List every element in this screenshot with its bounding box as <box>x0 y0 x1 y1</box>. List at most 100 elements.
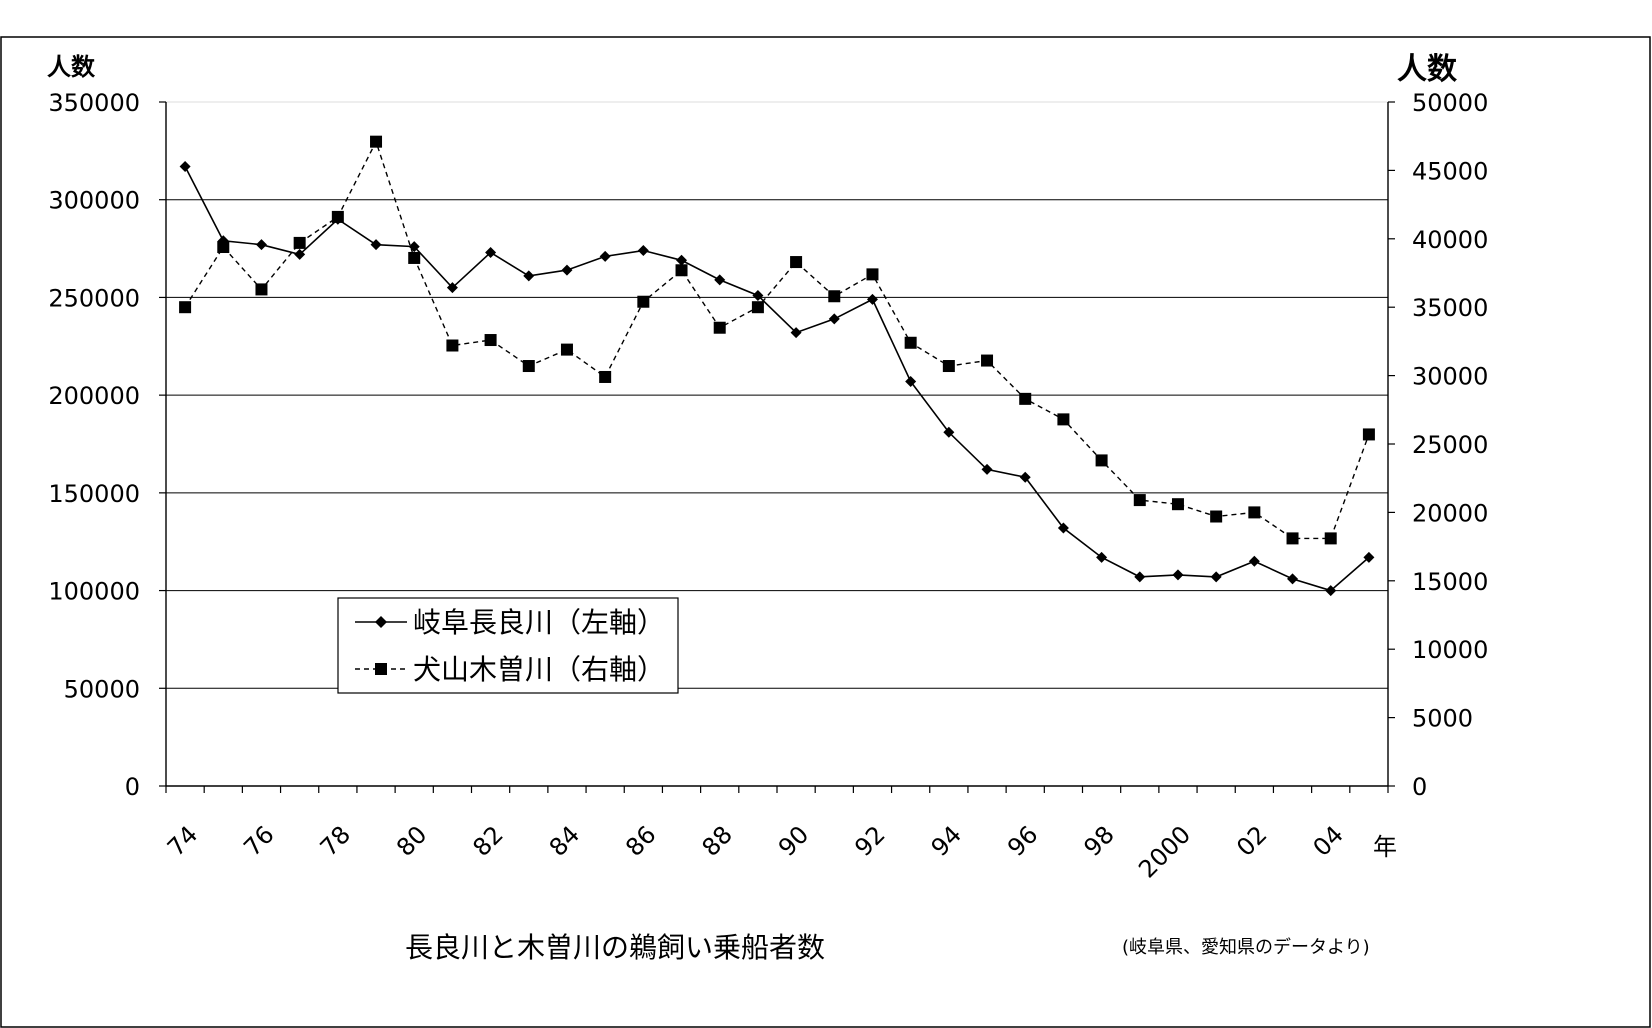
point-kiso-84 <box>560 343 573 356</box>
point-kiso-04 <box>1324 532 1337 545</box>
point-kiso-98 <box>1095 454 1108 467</box>
point-kiso-91 <box>828 290 841 303</box>
point-kiso-77 <box>293 236 306 249</box>
x-axis-unit: 年 <box>1373 833 1397 861</box>
left-tick-label-100000: 100000 <box>48 578 140 606</box>
legend-label-nagara: 岐阜長良川（左軸） <box>413 606 665 639</box>
point-kiso-87 <box>675 264 688 277</box>
legend: 岐阜長良川（左軸） 犬山木曽川（右軸） <box>337 597 679 694</box>
right-tick-label-25000: 25000 <box>1412 431 1488 459</box>
point-kiso-03 <box>1286 532 1299 545</box>
point-kiso-74 <box>179 301 192 314</box>
data-source-note: (岐阜県、愛知県のデータより) <box>1122 937 1370 958</box>
point-nagara-04 <box>1325 585 1337 597</box>
point-nagara-82 <box>485 246 497 258</box>
left-tick-label-250000: 250000 <box>48 284 140 312</box>
left-tick-label-350000: 350000 <box>48 89 140 117</box>
point-kiso-75 <box>217 241 230 254</box>
point-kiso-78 <box>331 210 344 223</box>
point-nagara-77 <box>294 248 306 260</box>
point-nagara-05 <box>1363 551 1375 563</box>
right-tick-label-15000: 15000 <box>1412 568 1488 596</box>
right-axis-title: 人数 <box>1397 52 1458 87</box>
right-tick-label-20000: 20000 <box>1412 499 1488 527</box>
point-kiso-95 <box>981 354 994 367</box>
point-nagara-84 <box>561 264 573 276</box>
point-kiso-88 <box>713 321 726 334</box>
legend-label-kiso: 犬山木曽川（右軸） <box>413 653 665 686</box>
point-kiso-76 <box>255 283 268 296</box>
right-axis-ticks: 0 5000 10000 15000 20000 25000 30000 35000 40000… <box>1388 89 1488 801</box>
point-kiso-02 <box>1248 506 1261 519</box>
point-kiso-83 <box>522 360 535 373</box>
point-nagara-99 <box>1134 571 1146 583</box>
point-kiso-05 <box>1362 428 1375 441</box>
point-kiso-89 <box>751 301 764 314</box>
legend-box <box>337 597 679 694</box>
left-axis-title: 人数 <box>47 53 96 81</box>
point-nagara-79 <box>370 239 382 251</box>
point-kiso-86 <box>637 295 650 308</box>
point-kiso-92 <box>866 268 879 281</box>
right-tick-label-10000: 10000 <box>1412 636 1488 664</box>
point-nagara-92 <box>866 293 878 305</box>
point-nagara-87 <box>676 254 688 266</box>
point-kiso-94 <box>942 360 955 373</box>
right-tick-label-45000: 45000 <box>1412 157 1488 185</box>
left-tick-label-0: 0 <box>125 773 140 801</box>
series-line-kiso <box>184 139 1370 540</box>
point-nagara-95 <box>981 463 993 475</box>
point-nagara-76 <box>255 239 267 251</box>
point-nagara-90 <box>790 327 802 339</box>
right-tick-label-5000: 5000 <box>1412 705 1473 733</box>
chart-caption: 長良川と木曽川の鵜飼い乗船者数 <box>405 931 825 964</box>
point-nagara-85 <box>599 250 611 262</box>
point-nagara-97 <box>1057 522 1069 534</box>
point-kiso-99 <box>1133 494 1146 507</box>
point-nagara-03 <box>1287 573 1299 585</box>
series-group <box>179 135 1375 597</box>
point-nagara-89 <box>752 289 764 301</box>
left-axis-ticks: 0 50000 100000 150000 200000 250000 300000 3500… <box>48 89 166 801</box>
point-nagara-01 <box>1210 571 1222 583</box>
point-nagara-93 <box>905 375 917 387</box>
series-line-nagara <box>184 166 1370 592</box>
point-nagara-83 <box>523 270 535 282</box>
point-nagara-98 <box>1096 551 1108 563</box>
point-nagara-74 <box>179 160 191 172</box>
left-tick-label-200000: 200000 <box>48 382 140 410</box>
point-kiso-90 <box>790 256 803 269</box>
legend-marker-nagara <box>375 616 387 628</box>
right-tick-label-30000: 30000 <box>1412 363 1488 391</box>
point-nagara-91 <box>828 313 840 325</box>
point-nagara-2000 <box>1172 569 1184 581</box>
point-kiso-2000 <box>1171 498 1184 511</box>
right-tick-label-40000: 40000 <box>1412 226 1488 254</box>
right-tick-label-50000: 50000 <box>1412 89 1488 117</box>
point-nagara-81 <box>446 282 458 294</box>
point-kiso-81 <box>446 339 459 352</box>
point-kiso-80 <box>408 251 421 264</box>
right-tick-label-0: 0 <box>1412 773 1427 801</box>
right-tick-label-35000: 35000 <box>1412 294 1488 322</box>
point-nagara-02 <box>1248 555 1260 567</box>
point-nagara-88 <box>714 274 726 286</box>
point-kiso-82 <box>484 334 497 347</box>
point-nagara-96 <box>1019 471 1031 483</box>
left-tick-label-150000: 150000 <box>48 480 140 508</box>
point-kiso-96 <box>1019 392 1032 405</box>
point-kiso-01 <box>1210 510 1223 523</box>
legend-marker-kiso <box>375 663 387 675</box>
gridlines <box>166 101 1388 689</box>
point-kiso-79 <box>370 135 383 148</box>
point-kiso-93 <box>904 336 917 349</box>
point-nagara-86 <box>637 245 649 257</box>
left-tick-label-50000: 50000 <box>64 675 140 703</box>
left-tick-label-300000: 300000 <box>48 187 140 215</box>
point-kiso-97 <box>1057 413 1070 426</box>
point-nagara-94 <box>943 426 955 438</box>
point-kiso-85 <box>599 370 612 383</box>
chart-border <box>0 36 1651 1028</box>
